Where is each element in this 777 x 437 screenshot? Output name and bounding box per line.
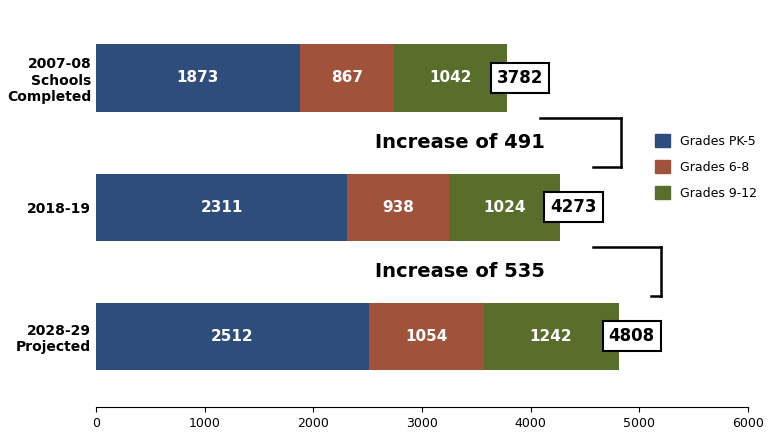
Text: 938: 938 — [382, 200, 414, 215]
Bar — [96, 45, 300, 111]
Text: 1054: 1054 — [405, 329, 448, 344]
Bar — [347, 173, 449, 241]
Text: 2512: 2512 — [211, 329, 254, 344]
Bar — [449, 173, 560, 241]
Bar — [300, 45, 394, 111]
Text: 2311: 2311 — [200, 200, 243, 215]
Text: Increase of 535: Increase of 535 — [375, 262, 545, 281]
Legend: Grades PK-5, Grades 6-8, Grades 9-12: Grades PK-5, Grades 6-8, Grades 9-12 — [650, 129, 762, 205]
Text: 1873: 1873 — [176, 70, 219, 86]
Text: 4808: 4808 — [608, 327, 655, 345]
Bar — [96, 173, 347, 241]
Bar — [369, 303, 483, 370]
Text: 1042: 1042 — [429, 70, 472, 86]
Text: Increase of 491: Increase of 491 — [375, 133, 545, 152]
Text: 3782: 3782 — [497, 69, 543, 87]
Text: 1242: 1242 — [530, 329, 573, 344]
Text: 1024: 1024 — [483, 200, 526, 215]
Text: 4273: 4273 — [550, 198, 597, 216]
Bar — [483, 303, 618, 370]
Bar — [394, 45, 507, 111]
Bar — [96, 303, 369, 370]
Text: 867: 867 — [331, 70, 363, 86]
